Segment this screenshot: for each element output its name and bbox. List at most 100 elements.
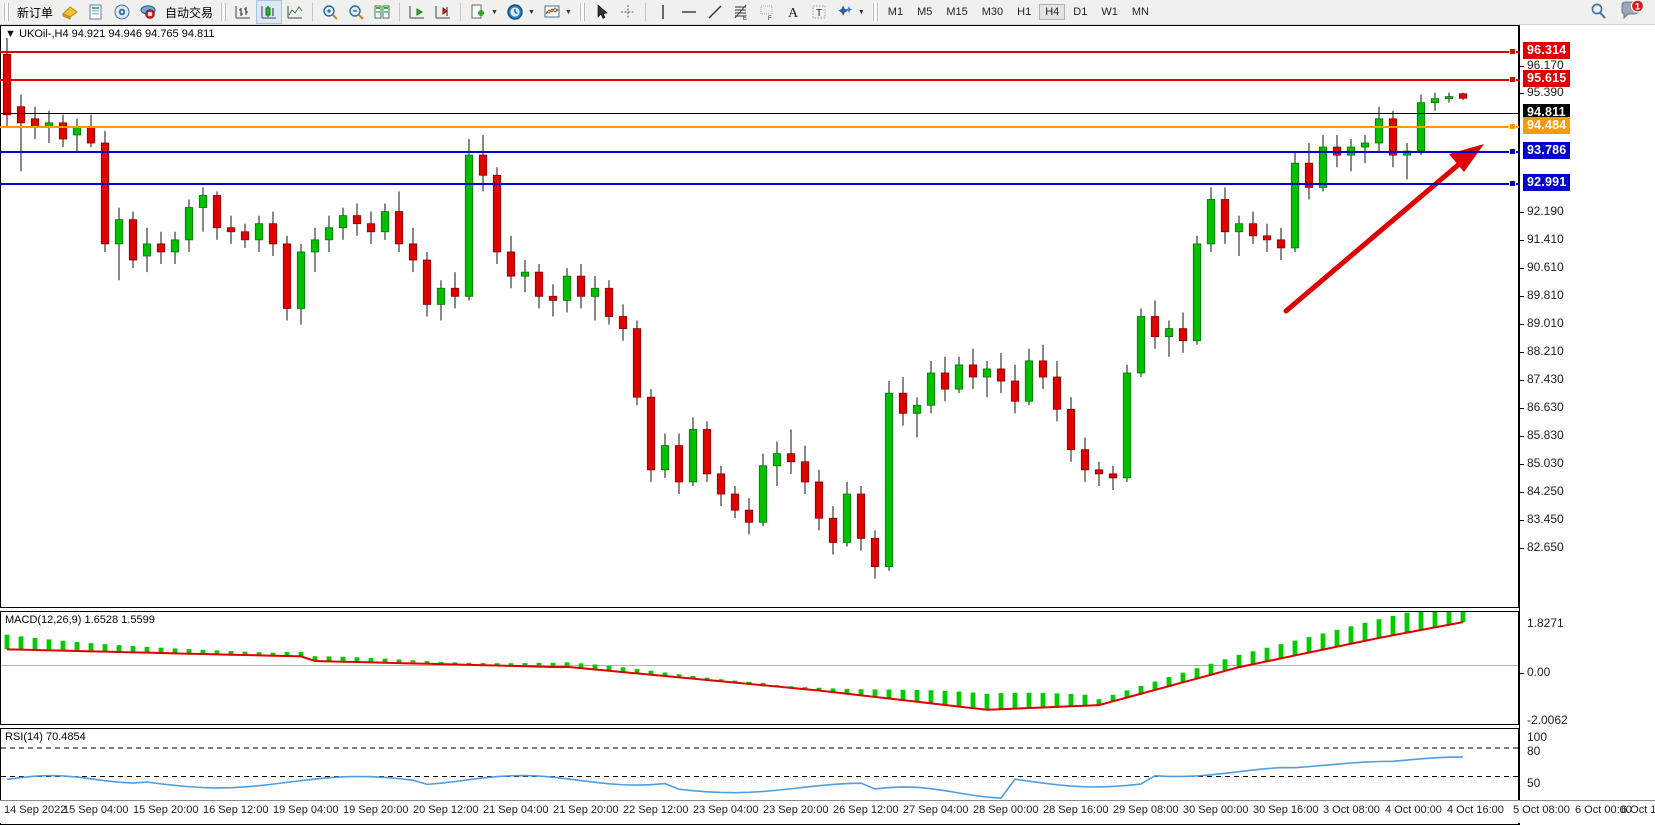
new-order-button[interactable]: 新订单 [13,1,57,23]
price-level-tag-support-92[interactable]: 92.991 [1523,174,1571,191]
price-level-tag-support-93[interactable]: 93.786 [1523,142,1571,159]
toolbar-separator-3 [460,3,462,21]
period-button[interactable]: ▼ [502,1,539,23]
time-tick-label-13: 27 Sep 04:00 [903,804,969,816]
line-chart-icon[interactable] [282,1,308,23]
price-level-handle-resistance-95[interactable] [1509,76,1516,83]
templates-button[interactable]: ▼ [539,1,576,23]
svg-text:A: A [788,6,799,21]
time-tick-label-4: 19 Sep 04:00 [273,804,339,816]
price-tick-label-10: 85.830 [1527,428,1564,442]
toolbar-grip[interactable] [3,3,10,21]
timeframe-w1[interactable]: W1 [1101,6,1118,18]
price-level-line-support-92[interactable] [0,183,1519,185]
price-tick-label-6: 89.010 [1527,316,1564,330]
price-chart-pane[interactable]: ▼ UKOil-,H4 94.921 94.946 94.765 94.811 [0,25,1519,608]
profile-icon[interactable] [57,1,83,23]
macd-pane[interactable]: MACD(12,26,9) 1.6528 1.5599 [0,611,1519,725]
price-level-tag-resistance-95[interactable]: 95.615 [1523,70,1571,87]
market-watch-icon[interactable] [83,1,109,23]
price-level-handle-support-93[interactable] [1509,148,1516,155]
price-tick-label-13: 83.450 [1527,512,1564,526]
timeframe-m1[interactable]: M1 [887,6,904,18]
time-tick-label-19: 3 Oct 08:00 [1323,804,1380,816]
time-axis[interactable]: 14 Sep 2022 15 Sep 04:00 15 Sep 20:00 16 Se… [0,800,1655,823]
tile-windows-icon[interactable] [369,1,395,23]
autotrading-icon[interactable] [135,1,161,23]
price-tick-label-5: 89.810 [1527,288,1564,302]
search-icon[interactable] [1589,2,1609,22]
time-tick-label-8: 21 Sep 20:00 [553,804,619,816]
chevron-down-icon[interactable]: ▼ [491,8,498,16]
horizontal-line-icon[interactable] [676,1,702,23]
timeframe-m5[interactable]: M5 [917,6,933,18]
price-axis[interactable]: 96.170 95.390 92.190 91.410 90.610 89.810 89.0… [1519,25,1655,826]
price-level-tag-resistance-96[interactable]: 96.314 [1523,42,1571,59]
objects-button[interactable]: ▼ [832,1,869,23]
toolbar-grip-3[interactable] [578,3,586,21]
price-level-line-last-price[interactable] [0,113,1519,114]
price-tick-mark [1520,240,1524,241]
bar-chart-icon[interactable] [230,1,256,23]
price-level-line-resistance-95[interactable] [0,79,1519,81]
trendline-icon[interactable] [702,1,728,23]
price-level-line-support-93[interactable] [0,151,1519,153]
text-icon[interactable]: F [754,1,780,23]
chart-area[interactable]: ▼ UKOil-,H4 94.921 94.946 94.765 94.811 … [0,25,1655,826]
toolbar-grip-2[interactable] [220,3,228,21]
vertical-line-icon[interactable] [650,1,676,23]
text-box-icon[interactable]: T [806,1,832,23]
price-level-handle-support-92[interactable] [1509,180,1516,187]
time-tick-label-15: 28 Sep 16:00 [1043,804,1109,816]
macd-tick-label-1: 0.00 [1527,665,1551,679]
price-tick-mark [1520,268,1524,269]
price-tick-label-7: 88.210 [1527,344,1564,358]
price-tick-label-14: 82.650 [1527,540,1564,554]
zoom-in-icon[interactable] [317,1,343,23]
timeframe-h4[interactable]: H4 [1039,4,1066,20]
price-level-tag-order-level[interactable]: 94.484 [1523,117,1571,134]
time-tick-label-7: 21 Sep 04:00 [483,804,549,816]
price-tick-label-2: 92.190 [1527,204,1564,218]
timeframe-group: M1 M5 M15 M30 H1 H4 D1 W1 MN [882,4,1155,20]
price-tick-mark [1520,93,1524,94]
price-tick-label-4: 90.610 [1527,260,1564,274]
fibonacci-icon[interactable]: E [728,1,754,23]
timeframe-m15[interactable]: M15 [946,6,968,18]
cursor-icon[interactable] [589,1,615,23]
navigator-icon[interactable] [109,1,135,23]
price-level-handle-order-level[interactable] [1509,123,1516,130]
main-toolbar: 新订单 自动交易 ▼ [0,0,1655,25]
toolbar-separator [312,3,314,21]
time-tick-label-12: 26 Sep 12:00 [833,804,899,816]
auto-scroll-icon[interactable] [430,1,456,23]
toolbar-grip-4[interactable] [871,3,879,21]
candlestick-chart-icon[interactable] [256,0,283,24]
price-level-line-order-level[interactable] [0,126,1519,128]
timeframe-m30[interactable]: M30 [981,6,1004,18]
rsi-label: RSI(14) 70.4854 [5,731,86,743]
price-level-tag-last-price[interactable]: 94.811 [1523,104,1570,121]
price-level-handle-resistance-96[interactable] [1509,48,1516,55]
svg-text:T: T [816,8,822,19]
price-level-line-resistance-96[interactable] [0,51,1519,53]
chevron-down-icon-4[interactable]: ▼ [857,8,865,16]
chart-title: ▼ UKOil-,H4 94.921 94.946 94.765 94.811 [5,28,215,40]
add-indicator-button[interactable]: ▼ [465,1,502,23]
text-label-icon[interactable]: A [780,1,806,23]
rsi-tick-label-1: 80 [1527,744,1541,758]
price-tick-label-1: 95.390 [1527,85,1564,99]
timeframe-mn[interactable]: MN [1131,6,1149,18]
price-tick-label-3: 91.410 [1527,232,1564,246]
timeframe-h1[interactable]: H1 [1017,6,1032,18]
alerts-button[interactable]: 1 [1619,0,1645,24]
chart-dropdown-icon[interactable]: ▼ [5,28,16,40]
autotrading-button[interactable]: 自动交易 [161,1,217,23]
chevron-down-icon-3[interactable]: ▼ [564,8,572,16]
time-tick-label-23: 6 Oct 00:00 [1575,804,1632,816]
crosshair-icon[interactable] [615,1,641,23]
chevron-down-icon-2[interactable]: ▼ [527,8,535,16]
chart-shift-icon[interactable] [404,1,430,23]
zoom-out-icon[interactable] [343,1,369,23]
timeframe-d1[interactable]: D1 [1073,6,1088,18]
